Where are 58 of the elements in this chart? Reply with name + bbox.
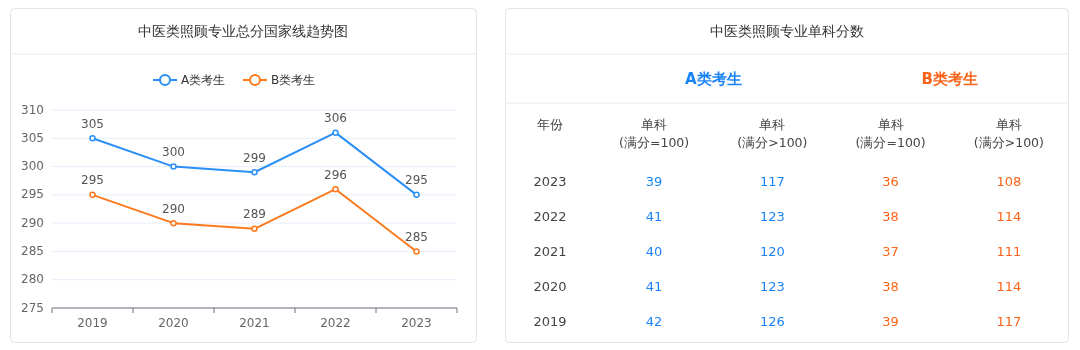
x-tick-label: 2021: [239, 315, 270, 330]
x-tick-label: 单科(满分>100): [973, 116, 1044, 150]
y-tick-label: 295: [21, 187, 44, 202]
data-label: 41: [645, 208, 663, 224]
data-label: 306: [324, 111, 347, 126]
data-label: 42: [645, 313, 663, 329]
legend-label: B类考生: [271, 72, 316, 87]
x-tick-label: 2019: [77, 315, 108, 330]
y-tick-label: 2022: [533, 208, 567, 224]
data-label: 123: [759, 278, 785, 294]
x-tick-label: 单科(满分>100): [737, 116, 808, 150]
data-label: 117: [759, 173, 785, 189]
data-label: 41: [645, 278, 663, 294]
data-label: 111: [996, 243, 1022, 259]
y-tick-label: 280: [21, 272, 44, 287]
data-label: 295: [81, 173, 104, 188]
y-tick-label: 2023: [533, 173, 567, 189]
data-label: 38: [882, 208, 899, 224]
legend-label: A类考生: [181, 72, 226, 87]
chart-title: 中医类照顾专业单科分数: [709, 23, 864, 39]
data-label: 37: [882, 243, 899, 259]
x-tick-label: 2020: [158, 315, 189, 330]
y-tick-label: 300: [21, 159, 44, 174]
y-tick-label: 2020: [533, 278, 567, 294]
x-tick-label: 单科(满分=100): [855, 116, 926, 150]
data-label: 36: [882, 173, 899, 189]
y-tick-label: 290: [21, 215, 44, 230]
data-label: 289: [243, 207, 266, 222]
y-tick-label: 305: [21, 130, 44, 145]
data-label: 39: [882, 313, 899, 329]
y-tick-label: 2021: [533, 243, 567, 259]
data-label: 38: [882, 278, 899, 294]
data-label: 300: [162, 145, 185, 160]
data-label: 123: [759, 208, 785, 224]
data-label: 114: [996, 278, 1022, 294]
data-label: 126: [759, 313, 785, 329]
x-tick-label: 2022: [320, 315, 351, 330]
data-label: 290: [162, 201, 185, 216]
text: B类考生: [921, 69, 978, 88]
data-label: 120: [759, 243, 785, 259]
data-label: 39: [645, 173, 663, 189]
data-label: 108: [996, 173, 1022, 189]
x-tick-label: 单科(满分=100): [619, 116, 690, 150]
data-label: 117: [996, 313, 1022, 329]
data-label: 40: [645, 243, 663, 259]
data-label: 114: [996, 208, 1022, 224]
data-label: 305: [81, 116, 104, 131]
y-tick-label: 310: [21, 102, 44, 117]
chart-title: 中医类照顾专业总分国家线趋势图: [138, 23, 348, 39]
y-axis-title: 年份: [537, 116, 563, 132]
data-label: 285: [405, 229, 428, 244]
x-tick-label: 2023: [401, 315, 432, 330]
text: A类考生: [684, 69, 742, 88]
y-tick-label: 275: [21, 300, 44, 315]
data-label: 296: [324, 167, 347, 182]
data-label: 295: [405, 173, 428, 188]
y-tick-label: 285: [21, 243, 44, 258]
data-label: 299: [243, 150, 266, 165]
